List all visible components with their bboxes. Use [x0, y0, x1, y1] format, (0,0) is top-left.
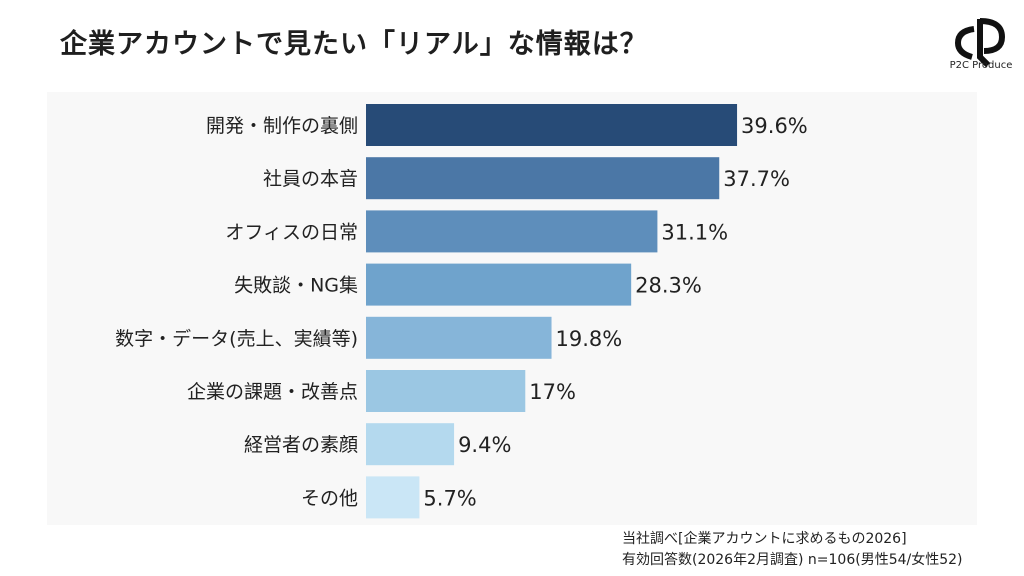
category-label: 経営者の素顔: [244, 434, 358, 456]
bar: [366, 476, 420, 519]
value-label: 31.1%: [661, 220, 728, 244]
value-label: 17%: [529, 380, 576, 404]
category-label: 社員の本音: [263, 168, 358, 190]
bar: [366, 316, 552, 359]
bar: [366, 370, 526, 412]
bar: [366, 157, 720, 200]
value-label: 37.7%: [723, 167, 790, 191]
sample-note: 有効回答数(2026年2月調査) n=106(男性54/女性52): [622, 552, 963, 568]
bar: [366, 423, 455, 466]
logo-text: P2C Produce: [949, 60, 1013, 71]
category-label: 開発・制作の裏側: [206, 115, 358, 137]
category-label: 数字・データ(売上、実績等): [115, 328, 358, 350]
value-label: 5.7%: [423, 486, 476, 510]
p2c-logo-icon: [954, 18, 1006, 68]
category-label: 失敗談・NG集: [234, 275, 358, 297]
value-label: 39.6%: [741, 114, 808, 138]
chart-title: 企業アカウントで見たい「リアル」な情報は？: [60, 29, 648, 60]
value-label: 28.3%: [635, 274, 702, 298]
bar: [366, 263, 632, 306]
category-label: 企業の課題・改善点: [187, 381, 358, 403]
category-label: その他: [301, 487, 358, 509]
bar: [366, 210, 658, 253]
source-note: 当社調べ[企業アカウントに求めるもの2026]: [622, 531, 907, 547]
value-label: 9.4%: [458, 433, 511, 457]
category-label: オフィスの日常: [225, 221, 358, 243]
bar: [366, 104, 738, 146]
value-label: 19.8%: [556, 327, 623, 351]
